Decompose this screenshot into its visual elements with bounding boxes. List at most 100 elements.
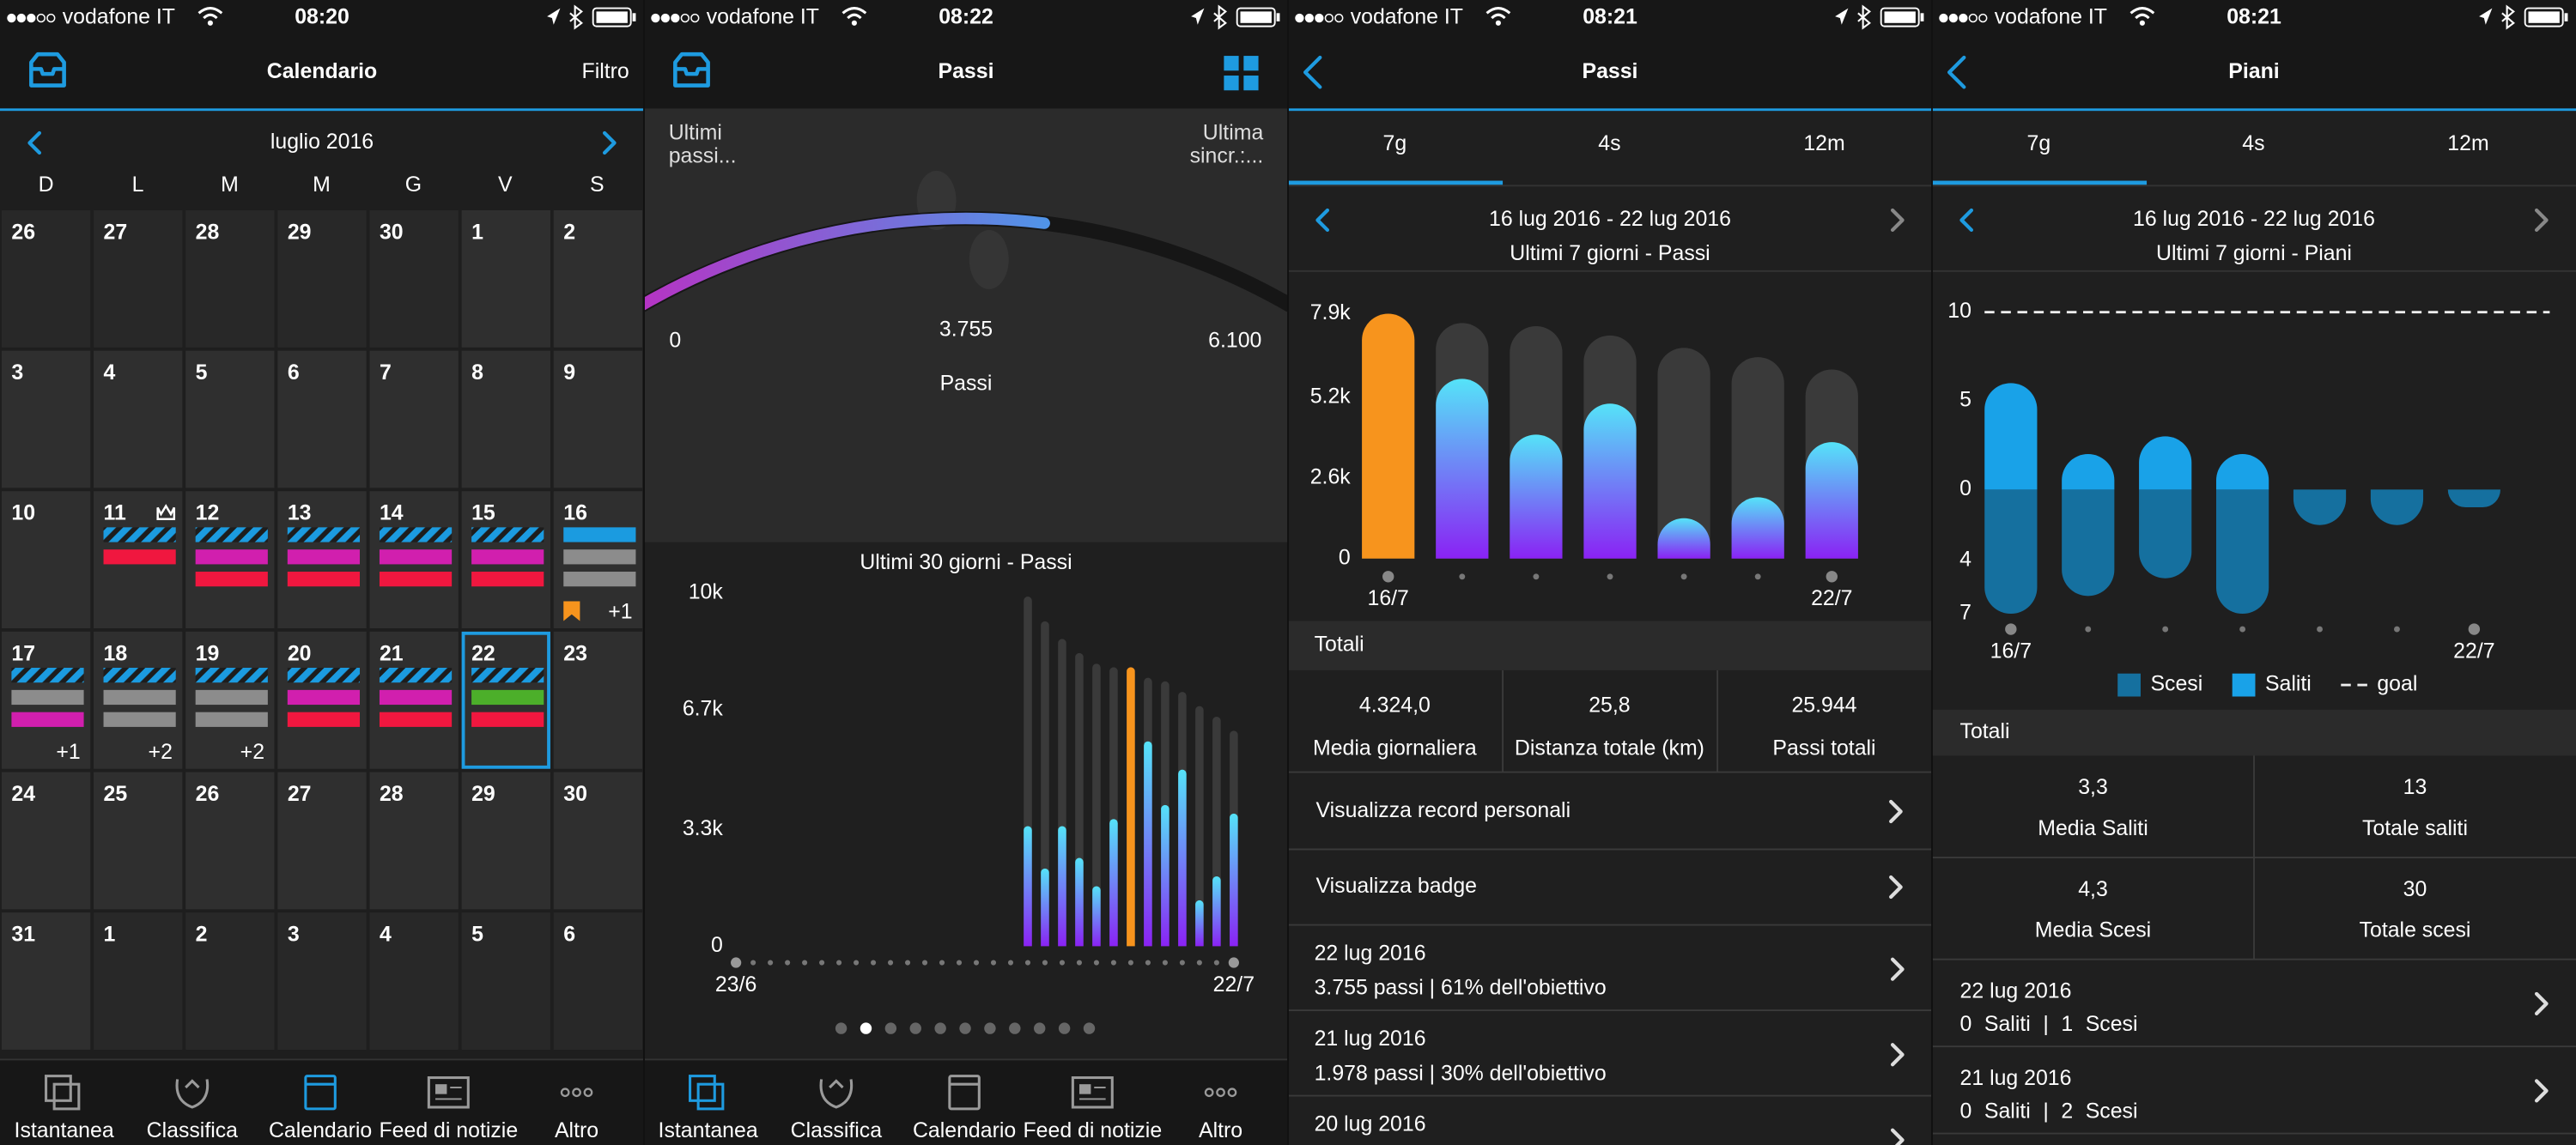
day-cell[interactable] bbox=[369, 209, 459, 348]
inbox-icon[interactable] bbox=[29, 51, 66, 88]
day-number: 28 bbox=[196, 220, 220, 244]
last-steps-note: Ultimi passi... bbox=[668, 121, 737, 168]
day-cell[interactable] bbox=[369, 350, 459, 488]
signal-dot bbox=[680, 13, 690, 23]
chevron bbox=[1890, 1043, 1905, 1067]
event-bar bbox=[195, 549, 268, 565]
day-title[interactable]: 22 lug 2016 bbox=[1315, 942, 1426, 966]
grid-icon[interactable] bbox=[1224, 56, 1239, 71]
day-cell[interactable] bbox=[553, 209, 643, 348]
day-cell[interactable] bbox=[1, 772, 91, 910]
day-cell[interactable] bbox=[94, 772, 183, 910]
day-detail: 1.978 passi | 30% dell'obiettivo bbox=[1315, 1061, 1607, 1085]
chart-title: Ultimi 7 giorni - Passi bbox=[1510, 241, 1710, 265]
day-cell[interactable] bbox=[461, 772, 550, 910]
day-cell[interactable] bbox=[277, 209, 367, 348]
day-cell[interactable] bbox=[94, 209, 183, 348]
day-cell[interactable] bbox=[1, 491, 91, 629]
chevron bbox=[2534, 1079, 2549, 1103]
tab-icon bbox=[948, 1075, 981, 1111]
day-cell[interactable] bbox=[553, 912, 643, 1050]
bar bbox=[2215, 489, 2269, 615]
day-cell[interactable] bbox=[1, 912, 91, 1050]
day-cell[interactable] bbox=[369, 772, 459, 910]
day-cell[interactable] bbox=[277, 912, 367, 1050]
y-tick-label: 5.2k bbox=[1310, 385, 1352, 409]
day-dot bbox=[887, 960, 894, 966]
day-cell[interactable] bbox=[277, 772, 367, 910]
period-tab[interactable]: 7g bbox=[2027, 131, 2051, 155]
goal-bar bbox=[1657, 348, 1710, 559]
stat-value: 25.944 bbox=[1791, 694, 1856, 718]
grid-icon[interactable] bbox=[1243, 56, 1259, 71]
period-tab[interactable]: 4s bbox=[2242, 131, 2264, 155]
period-tab[interactable]: 12m bbox=[2447, 131, 2488, 155]
goal-bar bbox=[1195, 706, 1204, 947]
period-tab[interactable]: 4s bbox=[1598, 131, 1620, 155]
day-cell[interactable] bbox=[185, 912, 275, 1050]
signal-dot bbox=[671, 13, 680, 23]
tab-label[interactable]: Istantanea bbox=[15, 1118, 114, 1142]
link-row[interactable]: Visualizza record personali bbox=[1316, 798, 1571, 822]
inbox-icon[interactable] bbox=[673, 51, 710, 88]
event-bar bbox=[379, 668, 453, 683]
signal-dot bbox=[1968, 13, 1978, 23]
x-tick-label: 16/7 bbox=[1990, 639, 2032, 663]
day-cell[interactable] bbox=[94, 912, 183, 1050]
day-cell[interactable] bbox=[553, 350, 643, 488]
tab-label[interactable]: Istantanea bbox=[659, 1118, 758, 1142]
bar bbox=[2215, 454, 2269, 490]
day-cell[interactable] bbox=[185, 772, 275, 910]
day-cell[interactable] bbox=[553, 772, 643, 910]
tab-label[interactable]: Altro bbox=[1199, 1118, 1242, 1142]
day-cell[interactable] bbox=[94, 350, 183, 488]
day-cell[interactable] bbox=[553, 631, 643, 769]
event-bar bbox=[11, 712, 84, 727]
day-title[interactable]: 21 lug 2016 bbox=[1960, 1066, 2072, 1090]
grid-icon[interactable] bbox=[1243, 76, 1259, 91]
tab-label[interactable]: Feed di notizie bbox=[1023, 1118, 1162, 1142]
totals-title: Totali bbox=[1960, 719, 2010, 743]
tab-icon bbox=[45, 1075, 72, 1102]
day-cell[interactable] bbox=[1, 350, 91, 488]
day-cell[interactable] bbox=[185, 350, 275, 488]
location-icon bbox=[1191, 8, 1205, 25]
nav-title: Calendario bbox=[267, 59, 377, 83]
day-cell[interactable] bbox=[369, 912, 459, 1050]
day-title[interactable]: 21 lug 2016 bbox=[1315, 1027, 1426, 1051]
day-cell[interactable] bbox=[461, 912, 550, 1050]
page-dot bbox=[884, 1022, 897, 1034]
tab-label[interactable]: Calendario bbox=[269, 1118, 372, 1142]
grid-icon[interactable] bbox=[1224, 76, 1239, 91]
goal-bar bbox=[1092, 663, 1101, 947]
bar bbox=[1075, 857, 1084, 947]
event-bar bbox=[195, 527, 268, 542]
legend-swatch bbox=[2117, 673, 2141, 697]
weekday: M bbox=[313, 173, 331, 197]
tab-icon bbox=[572, 1087, 581, 1098]
day-cell[interactable] bbox=[461, 350, 550, 488]
tab-label[interactable]: Feed di notizie bbox=[379, 1118, 518, 1142]
tab-label[interactable]: Classifica bbox=[791, 1118, 883, 1142]
day-number: 11 bbox=[104, 501, 126, 525]
tab-label[interactable]: Classifica bbox=[147, 1118, 239, 1142]
day-cell[interactable] bbox=[277, 350, 367, 488]
period-tab[interactable]: 12m bbox=[1803, 131, 1844, 155]
signal-dot bbox=[7, 13, 16, 23]
stat-value: 4,3 bbox=[2078, 877, 2108, 901]
day-title[interactable]: 20 lug 2016 bbox=[1315, 1112, 1426, 1136]
tab-label[interactable]: Calendario bbox=[913, 1118, 1016, 1142]
day-cell[interactable] bbox=[461, 209, 550, 348]
day-title[interactable]: 22 lug 2016 bbox=[1960, 979, 2072, 1003]
period-tab[interactable]: 7g bbox=[1383, 131, 1407, 155]
tab-label[interactable]: Altro bbox=[555, 1118, 598, 1142]
page-dot bbox=[835, 1022, 848, 1034]
day-cell[interactable] bbox=[1, 209, 91, 348]
filter-button[interactable]: Filtro bbox=[582, 59, 629, 83]
day-number: 6 bbox=[288, 360, 300, 385]
day-dot bbox=[731, 957, 742, 968]
header-line bbox=[0, 108, 644, 112]
day-cell[interactable] bbox=[185, 209, 275, 348]
battery bbox=[1880, 7, 1920, 27]
link-row[interactable]: Visualizza badge bbox=[1316, 874, 1477, 898]
